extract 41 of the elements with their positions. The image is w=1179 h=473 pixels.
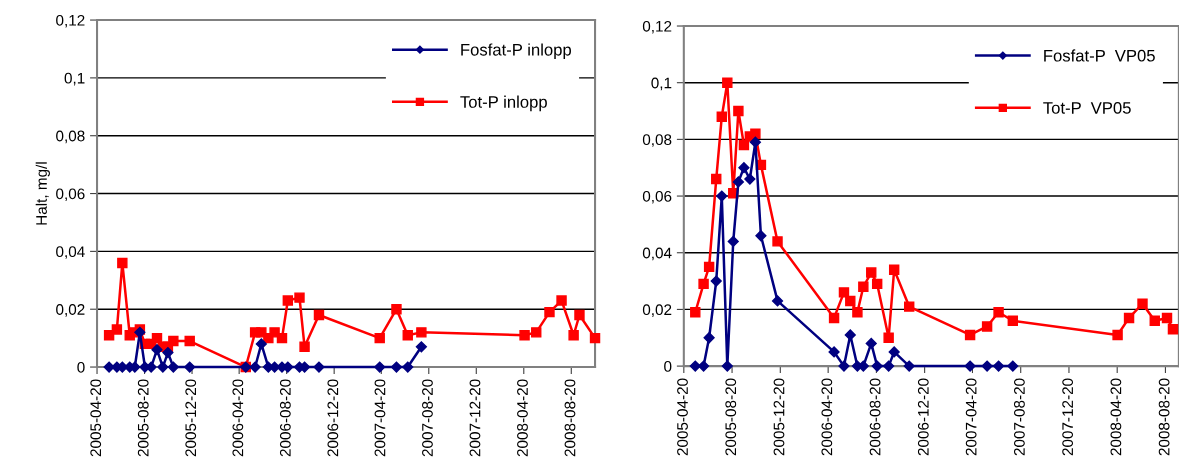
x-tick-label: 2005-04-20 [677,378,688,456]
x-tick-label: 2008-08-20 [1158,378,1170,456]
x-tick-label: 2005-08-20 [725,378,737,456]
x-tick-label: 2006-08-20 [279,379,291,457]
x-tick-label: 2007-08-20 [1014,378,1025,456]
x-tick-label: 2006-04-20 [821,378,833,456]
y-tick-label: 0 [664,360,672,372]
y-tick-label: 0,12 [642,20,672,34]
x-tick-label: 2006-04-20 [232,379,244,457]
y-axis-title: Halt, mg/l [35,162,50,225]
x-tick-label: 2007-12-20 [469,379,481,457]
y-tick-label: 0,06 [56,188,85,202]
x-tick-label: 2006-08-20 [869,378,881,456]
legend-label: Fosfat-P inlopp [461,43,572,59]
y-tick-label: 0,08 [56,130,85,144]
x-tick-label: 2006-12-20 [327,379,339,457]
y-tick-label: 0,1 [651,77,672,91]
x-tick-label: 2007-12-20 [1062,378,1074,456]
x-tick-label: 2008-04-20 [1110,378,1122,456]
x-tick-label: 2007-04-20 [374,379,386,457]
x-tick-label: 2007-04-20 [965,378,977,456]
y-tick-label: 0,12 [56,14,85,28]
y-tick-label: 0,1 [64,72,85,86]
x-tick-label: 2006-12-20 [917,378,929,456]
x-tick-label: 2005-08-20 [137,379,149,457]
x-tick-label: 2008-08-20 [564,379,576,457]
y-tick-label: 0,02 [56,304,85,317]
legend-label: Tot-P VP05 [1043,101,1131,114]
x-tick-label: 2005-12-20 [773,378,785,456]
y-tick-label: 0,04 [642,247,672,261]
y-tick-label: 0,06 [642,190,672,204]
y-tick-label: 0,04 [56,246,85,259]
x-tick-label: 2008-04-20 [517,379,528,457]
legend-label: Fosfat-P VP05 [1044,49,1155,62]
y-tick-label: 0 [77,361,85,373]
x-tick-label: 2007-08-20 [422,379,433,457]
legend-label: Tot-P inlopp [460,95,547,112]
y-tick-label: 0,08 [642,134,672,147]
y-tick-label: 0,02 [642,304,672,317]
x-tick-label: 2005-04-20 [90,379,102,457]
x-tick-label: 2005-12-20 [185,379,197,457]
